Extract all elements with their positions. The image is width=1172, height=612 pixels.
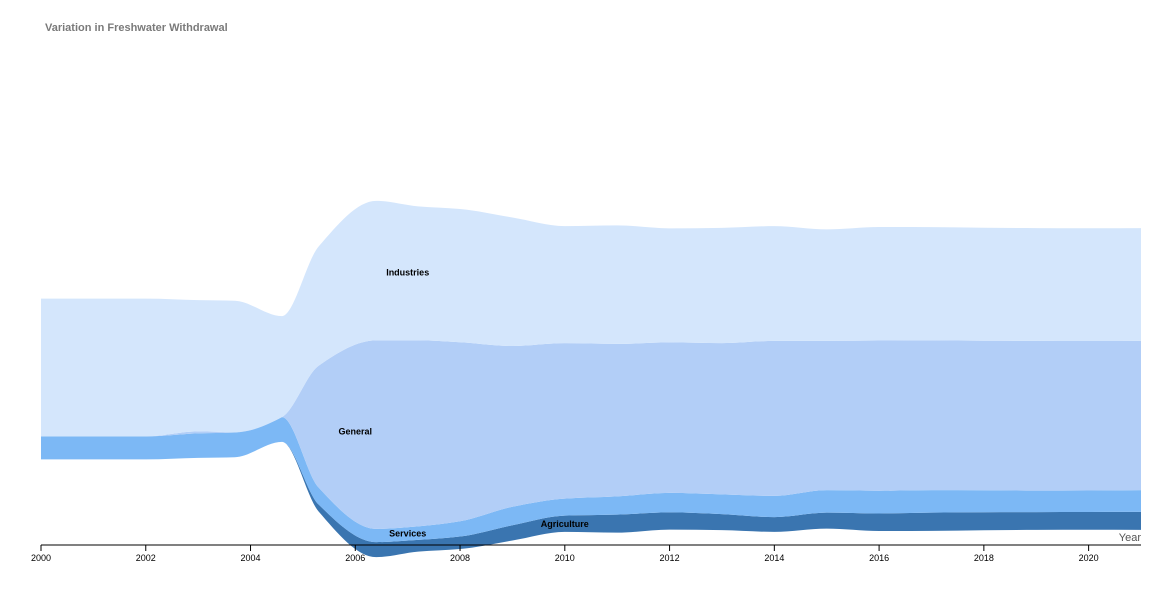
x-tick-label: 2008 [450,553,470,563]
x-tick-label: 2006 [345,553,365,563]
x-tick-label: 2016 [869,553,889,563]
x-tick-label: 2004 [241,553,261,563]
x-axis-ticks: 2000 2002 2004 2006 2008 2010 2012 2014 2016 2018… [31,545,1099,563]
stream-label-agriculture: Agriculture [541,519,589,529]
stream-label-services: Services [389,529,426,539]
x-tick-label: 2018 [974,553,994,563]
stream-layer-industries [41,200,1141,437]
x-tick-label: 2000 [31,553,51,563]
stream-layer-services [41,417,1141,543]
chart-title: Variation in Freshwater Withdrawal [45,22,228,34]
stream-labels: Industries General Services Agriculture [339,268,589,539]
x-tick-label: 2002 [136,553,156,563]
x-tick-label: 2020 [1079,553,1099,563]
x-axis-title: Year [1119,532,1142,544]
x-tick-label: 2014 [764,553,784,563]
stream-label-general: General [339,427,373,437]
stream-layer-general [41,340,1141,529]
stream-layer-agriculture [41,441,1141,558]
x-tick-label: 2012 [660,553,680,563]
stream-layers [41,200,1141,558]
x-tick-label: 2010 [555,553,575,563]
stream-label-industries: Industries [386,268,429,278]
x-axis: 2000 2002 2004 2006 2008 2010 2012 2014 2016 2018… [31,532,1141,563]
